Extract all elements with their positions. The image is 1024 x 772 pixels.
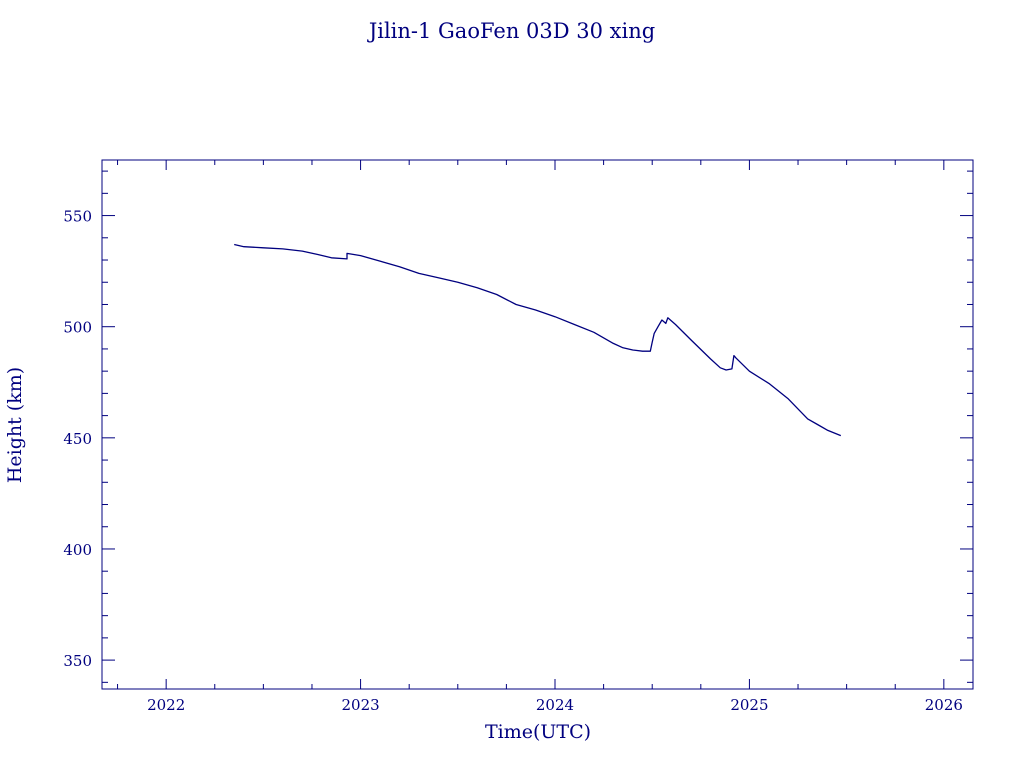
x-tick-label: 2023 xyxy=(341,696,379,714)
y-tick-label: 350 xyxy=(63,652,92,670)
y-tick-label: 500 xyxy=(63,319,92,337)
x-axis-label: Time(UTC) xyxy=(485,721,591,743)
x-tick-label: 2024 xyxy=(536,696,574,714)
x-tick-label: 2022 xyxy=(147,696,185,714)
chart-title: Jilin-1 GaoFen 03D 30 xing xyxy=(367,19,655,43)
y-axis-tick-labels: 350 400 450 500 550 xyxy=(63,208,92,671)
series-line xyxy=(234,243,842,437)
x-axis-ticks xyxy=(117,160,945,689)
x-axis-tick-labels: 2022 2023 2024 2025 2026 xyxy=(147,696,963,714)
plot-border xyxy=(101,159,974,690)
y-axis-ticks xyxy=(102,170,973,683)
y-tick-label: 450 xyxy=(63,430,92,448)
plot-frame xyxy=(101,159,974,690)
x-tick-label: 2025 xyxy=(730,696,768,714)
y-axis-label: Height (km) xyxy=(4,367,26,483)
series-group xyxy=(234,243,842,437)
y-tick-label: 400 xyxy=(63,541,92,559)
x-tick-label: 2026 xyxy=(925,696,963,714)
y-tick-label: 550 xyxy=(63,208,92,226)
